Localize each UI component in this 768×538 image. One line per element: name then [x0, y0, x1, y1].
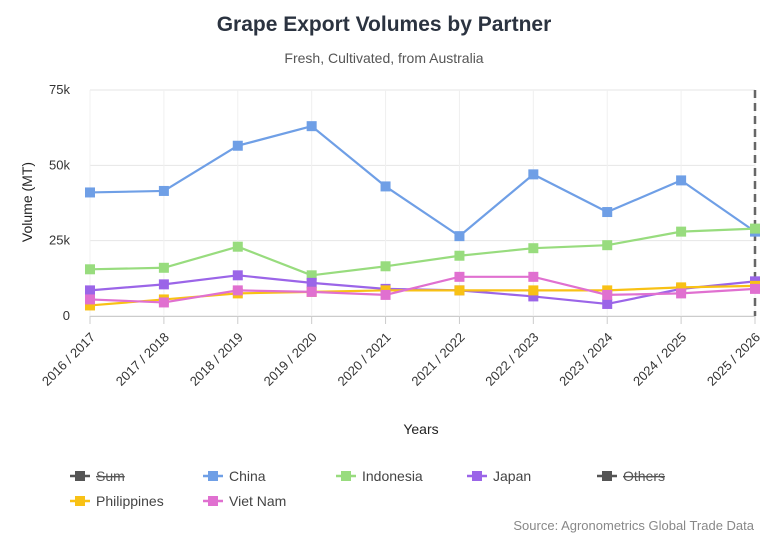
legend-label: Viet Nam — [229, 493, 286, 509]
y-axis-ticks: 0 25k 50k 75k — [49, 82, 70, 323]
data-point — [602, 240, 613, 251]
data-point — [750, 283, 760, 294]
legend-label: China — [229, 468, 266, 484]
data-point — [232, 285, 243, 296]
x-tick-label: 2020 / 2021 — [335, 330, 394, 389]
legend-marker — [208, 496, 218, 506]
legend-item-indonesia[interactable]: Indonesia — [336, 468, 423, 484]
data-point — [306, 270, 317, 281]
legend-item-viet-nam[interactable]: Viet Nam — [203, 493, 286, 509]
data-point — [454, 231, 465, 242]
x-tick-label: 2017 / 2018 — [113, 330, 172, 389]
data-point — [528, 169, 539, 180]
legend-label: Others — [623, 468, 665, 484]
data-point — [380, 181, 391, 192]
legend-marker — [472, 471, 482, 481]
data-point — [306, 121, 317, 132]
data-point — [602, 298, 613, 309]
legend-marker — [208, 471, 218, 481]
data-point — [454, 285, 465, 296]
y-tick-label: 25k — [49, 233, 70, 248]
source-credit: Source: Agronometrics Global Trade Data — [513, 518, 754, 533]
series-line — [89, 125, 756, 238]
data-point — [676, 175, 687, 186]
legend-item-china[interactable]: China — [203, 468, 266, 484]
data-point — [750, 223, 760, 234]
series-line — [89, 275, 756, 304]
data-point — [158, 185, 169, 196]
series-indonesia — [85, 223, 760, 281]
data-point — [676, 288, 687, 299]
y-tick-label: 0 — [63, 308, 70, 323]
y-axis-label: Volume (MT) — [19, 162, 35, 242]
legend-marker — [75, 471, 85, 481]
data-point — [85, 187, 95, 198]
data-point — [232, 241, 243, 252]
data-point — [85, 300, 95, 311]
x-tick-label: 2021 / 2022 — [408, 330, 467, 389]
data-point — [306, 277, 317, 288]
legend-label: Philippines — [96, 493, 164, 509]
data-point — [528, 271, 539, 282]
series-viet-nam — [85, 271, 760, 308]
x-tick-label: 2024 / 2025 — [630, 330, 689, 389]
series-line — [89, 227, 756, 277]
legend-label: Indonesia — [362, 468, 423, 484]
data-point — [232, 140, 243, 151]
legend-item-sum[interactable]: Sum — [70, 468, 125, 484]
data-point — [85, 264, 95, 275]
x-tick-label: 2019 / 2020 — [261, 330, 320, 389]
data-point — [602, 207, 613, 218]
chart-subtitle: Fresh, Cultivated, from Australia — [284, 50, 483, 66]
x-tick-label: 2022 / 2023 — [482, 330, 541, 389]
chart-title: Grape Export Volumes by Partner — [217, 13, 552, 36]
data-point — [676, 226, 687, 237]
legend-marker — [602, 471, 612, 481]
data-point — [380, 289, 391, 300]
legend-label: Japan — [493, 468, 531, 484]
x-tick-label: 2018 / 2019 — [187, 330, 246, 389]
data-point — [306, 286, 317, 297]
legend-label: Sum — [96, 468, 125, 484]
data-point — [85, 285, 95, 296]
x-tick-label: 2025 / 2026 — [704, 330, 763, 389]
data-point — [232, 270, 243, 281]
legend-item-philippines[interactable]: Philippines — [70, 493, 164, 509]
data-point — [676, 282, 687, 293]
legend-marker — [75, 496, 85, 506]
data-point — [158, 279, 169, 290]
legend-item-japan[interactable]: Japan — [467, 468, 531, 484]
data-point — [454, 271, 465, 282]
data-point — [380, 261, 391, 272]
data-point — [85, 294, 95, 305]
x-tick-label: 2023 / 2024 — [556, 330, 615, 389]
data-point — [528, 243, 539, 254]
y-tick-label: 75k — [49, 82, 70, 97]
legend-item-others[interactable]: Others — [597, 468, 665, 484]
x-axis-ticks: 2016 / 2017 2017 / 2018 2018 / 2019 2019 / … — [39, 316, 763, 389]
legend: Sum China Indonesia Japan Others Philippines V… — [70, 468, 665, 509]
data-point — [454, 250, 465, 261]
x-axis-label: Years — [403, 421, 438, 437]
series-layer — [85, 121, 760, 311]
y-tick-label: 50k — [49, 157, 70, 172]
x-tick-label: 2016 / 2017 — [39, 330, 98, 389]
data-point — [158, 262, 169, 273]
series-china — [85, 121, 760, 242]
data-point — [158, 297, 169, 308]
data-point — [602, 289, 613, 300]
data-point — [528, 285, 539, 296]
legend-marker — [341, 471, 351, 481]
data-point — [528, 291, 539, 302]
